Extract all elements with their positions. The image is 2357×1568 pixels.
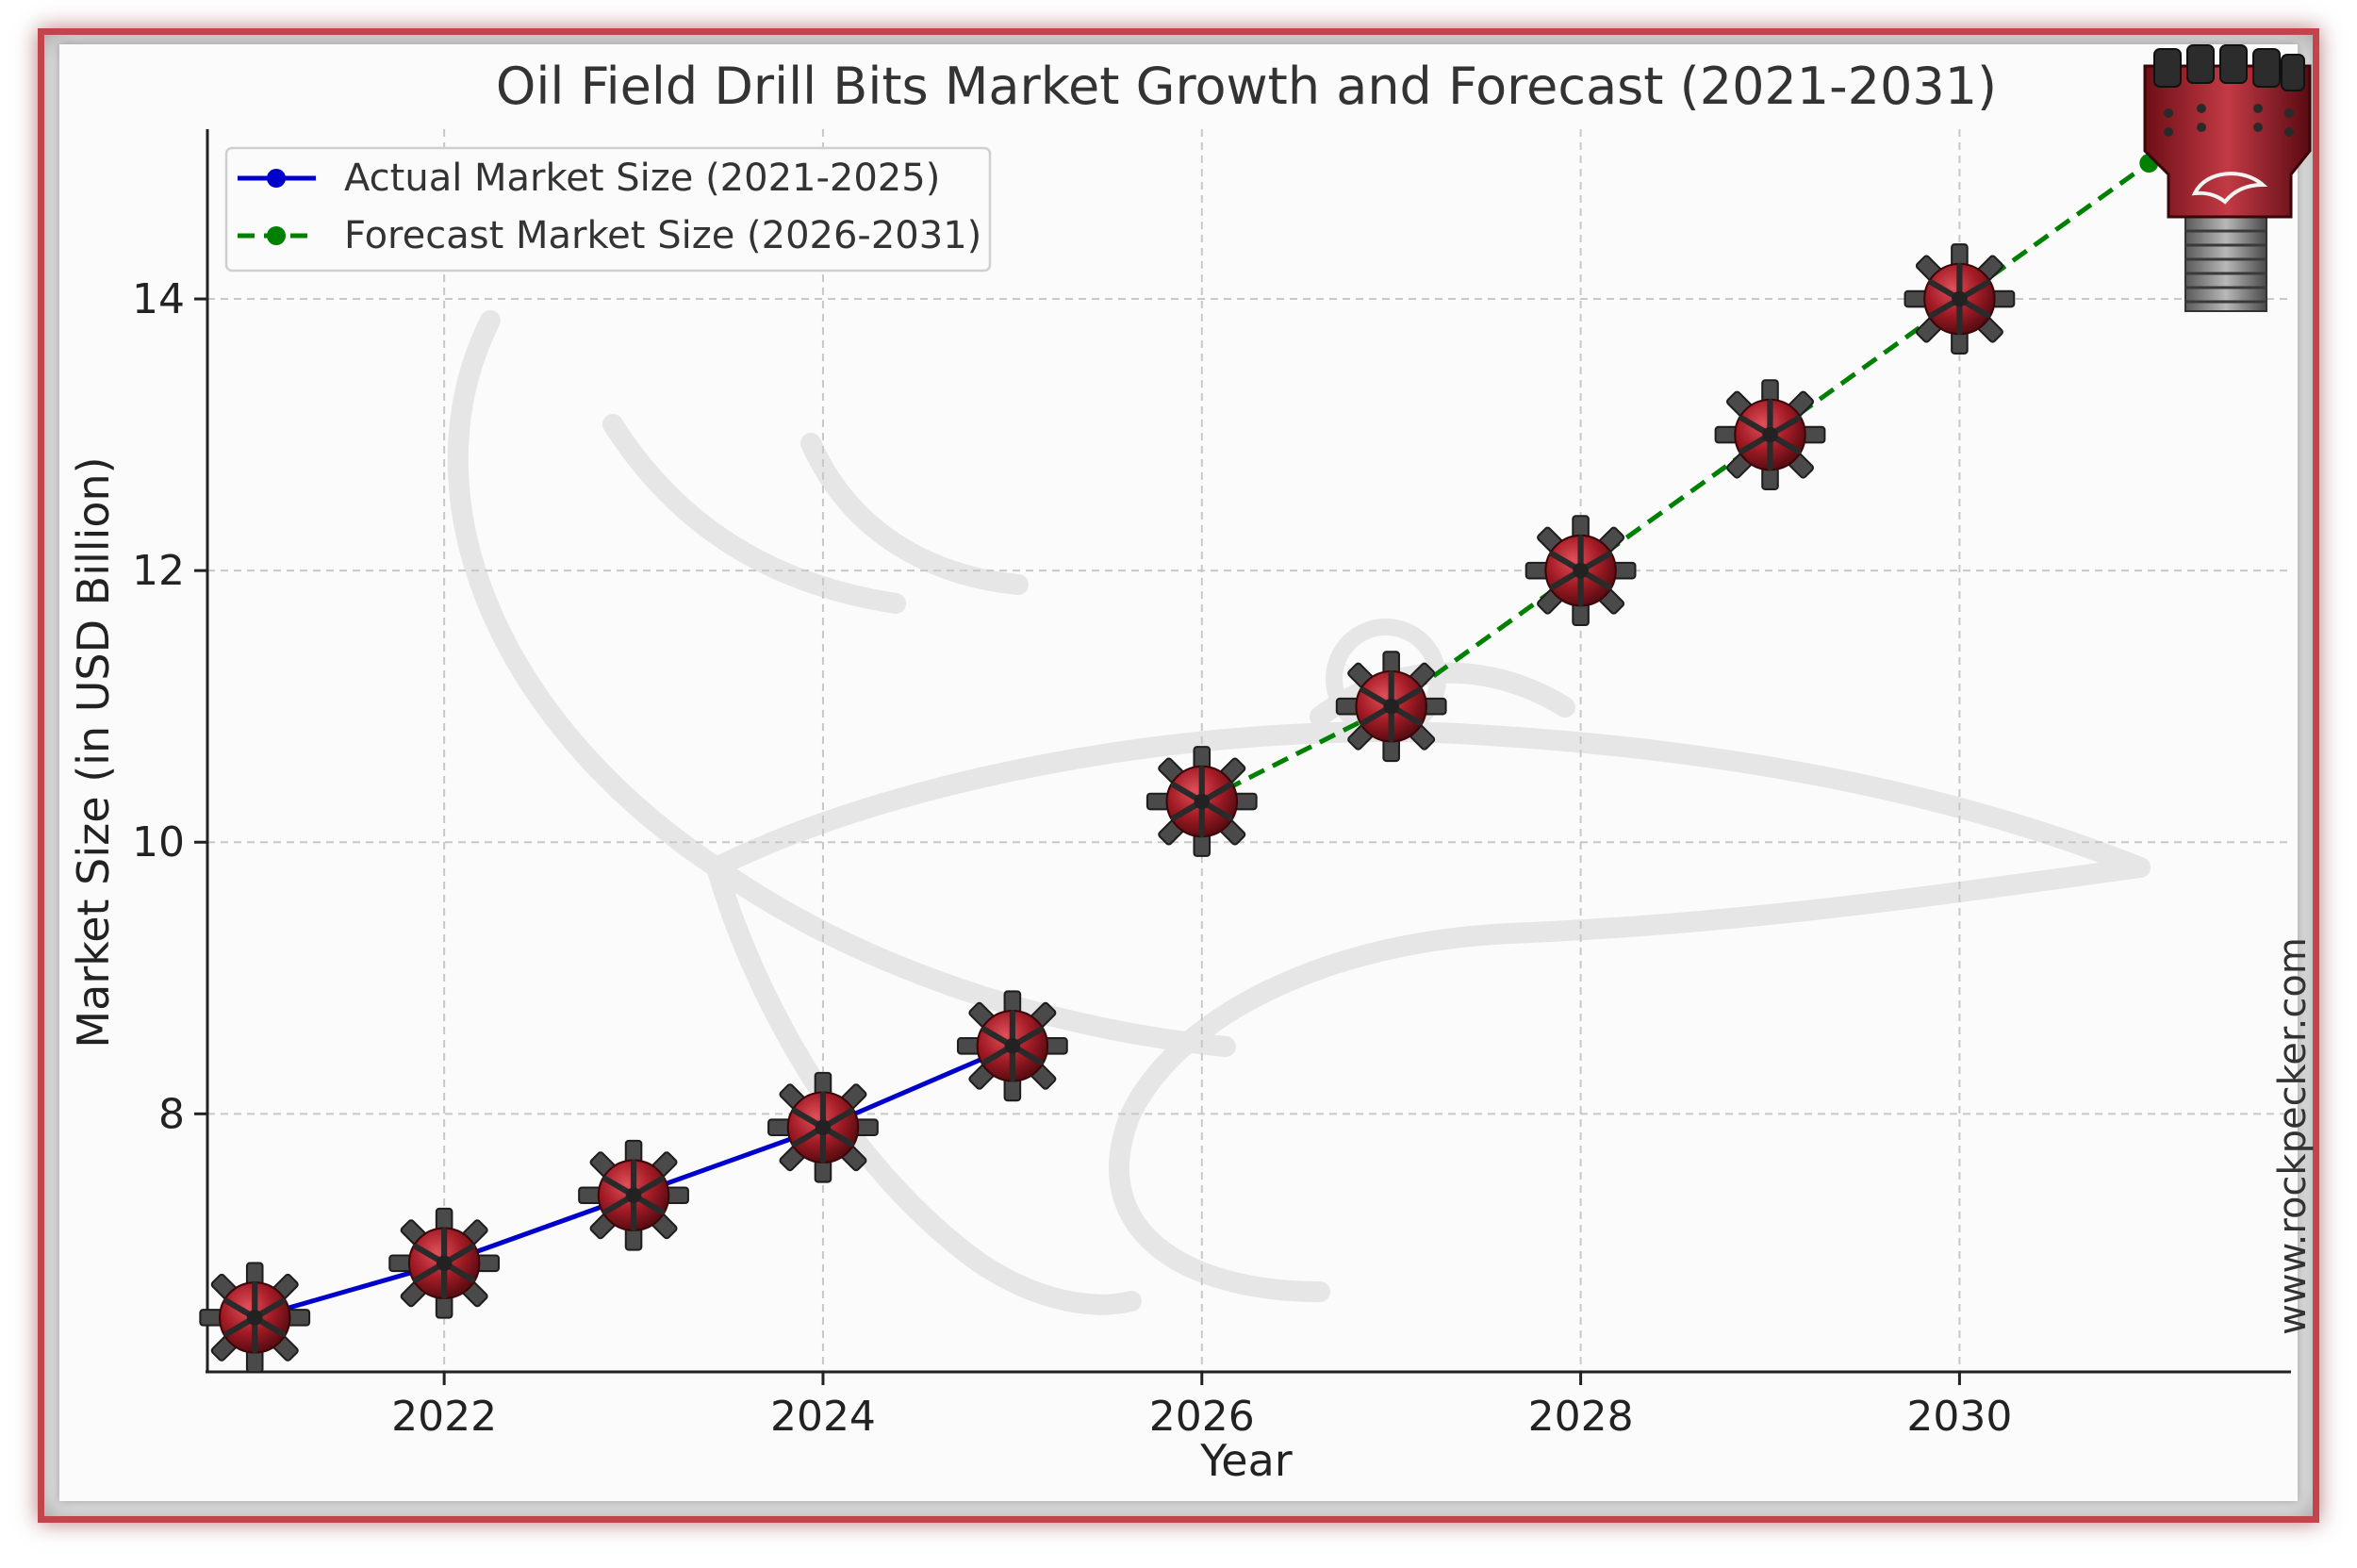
x-tick-label: 2028 xyxy=(1528,1393,1634,1441)
data-point-actual xyxy=(768,1073,878,1182)
y-tick-label: 8 xyxy=(158,1090,185,1138)
data-point-forecast xyxy=(1526,516,1636,625)
x-tick-label: 2024 xyxy=(770,1393,876,1441)
drill-bit-icon xyxy=(2143,44,2312,312)
data-point-actual xyxy=(200,1263,309,1373)
chart-title: Oil Field Drill Bits Market Growth and F… xyxy=(496,57,1997,116)
y-axis-label: Market Size (in USD Billion) xyxy=(68,456,119,1048)
axis-ticks: 2022 2024 2026 2028 2030 8 10 12 14 xyxy=(132,275,2012,1441)
y-tick-label: 10 xyxy=(132,818,185,867)
data-point-actual xyxy=(579,1141,688,1250)
watermark-bird-logo xyxy=(447,310,2151,1315)
data-point-actual xyxy=(958,991,1067,1100)
x-tick-label: 2026 xyxy=(1149,1393,1255,1441)
data-point-forecast xyxy=(1147,747,1257,856)
legend-swatch-actual-marker xyxy=(267,169,286,188)
x-tick-label: 2022 xyxy=(391,1393,497,1441)
data-point-forecast xyxy=(1716,380,1825,489)
series-line-forecast xyxy=(1200,160,2151,804)
watermark-url: www.rockpecker.com xyxy=(2271,937,2315,1335)
legend: Actual Market Size (2021-2025) Forecast … xyxy=(224,146,992,272)
x-axis-label: Year xyxy=(1199,1435,1292,1486)
x-tick-label: 2030 xyxy=(1906,1393,2012,1441)
legend-swatch-forecast-marker xyxy=(267,226,286,245)
y-tick-label: 14 xyxy=(132,275,185,323)
legend-label-forecast: Forecast Market Size (2026-2031) xyxy=(344,214,981,257)
data-point-forecast xyxy=(1905,244,2015,354)
data-point-actual xyxy=(389,1209,499,1318)
data-point-forecast xyxy=(1337,652,1446,761)
legend-label-actual: Actual Market Size (2021-2025) xyxy=(344,157,940,200)
legend-box xyxy=(224,146,992,272)
y-tick-label: 12 xyxy=(132,547,185,595)
